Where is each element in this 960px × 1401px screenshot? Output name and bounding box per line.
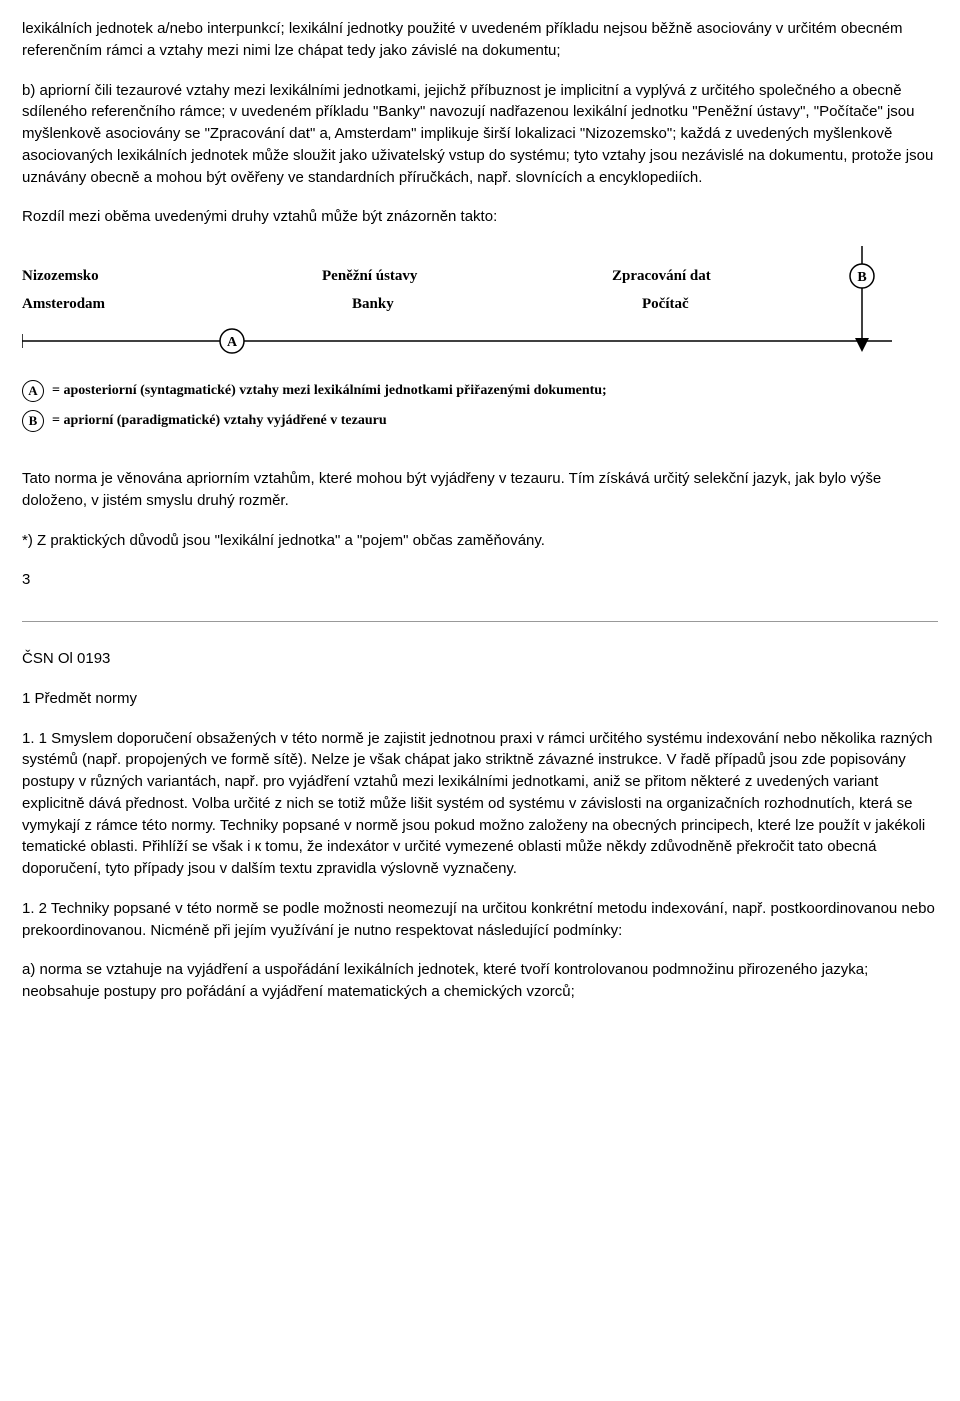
legend-a-icon: A <box>22 380 44 402</box>
page-number: 3 <box>22 569 938 591</box>
legend-a-text: = aposteriorní (syntagmatické) vztahy me… <box>52 381 607 401</box>
paragraph-1-1: 1. 1 Smyslem doporučení obsažených v tét… <box>22 728 938 880</box>
standard-code: ČSN Ol 0193 <box>22 648 938 670</box>
diagram-svg: A B <box>22 246 922 376</box>
paragraph-norm-focus: Tato norma je věnována apriorním vztahům… <box>22 468 938 512</box>
paragraph-intro-b: b) apriorní čili tezaurové vztahy mezi l… <box>22 80 938 189</box>
diag-r2c2: Banky <box>352 294 394 316</box>
paragraph-1-2-a: a) norma se vztahuje na vyjádření a uspo… <box>22 959 938 1003</box>
diag-r1c3: Zpracování dat <box>612 266 711 288</box>
paragraph-1-2: 1. 2 Techniky popsané v této normě se po… <box>22 898 938 942</box>
diag-r2c3: Počítač <box>642 294 689 316</box>
relations-diagram: A B Nizozemsko Peněžní ústavy Zpracování… <box>22 246 922 456</box>
diag-r1c2: Peněžní ústavy <box>322 266 417 288</box>
svg-text:A: A <box>227 335 238 350</box>
diag-r1c1: Nizozemsko <box>22 266 99 288</box>
legend-row-b: B = apriorní (paradigmatické) vztahy vyj… <box>22 410 922 432</box>
footnote-star: *) Z praktických důvodů jsou "lexikální … <box>22 530 938 552</box>
legend-row-a: A = aposteriorní (syntagmatické) vztahy … <box>22 380 922 402</box>
legend-b-text: = apriorní (paradigmatické) vztahy vyjád… <box>52 411 387 431</box>
section-1-heading: 1 Předmět normy <box>22 688 938 710</box>
paragraph-intro-a: lexikálních jednotek a/nebo interpunkcí;… <box>22 18 938 62</box>
paragraph-diff-intro: Rozdíl mezi oběma uvedenými druhy vztahů… <box>22 206 938 228</box>
section-divider <box>22 621 938 622</box>
legend-b-icon: B <box>22 410 44 432</box>
diag-r2c1: Amsterodam <box>22 294 105 316</box>
svg-text:B: B <box>857 270 866 285</box>
